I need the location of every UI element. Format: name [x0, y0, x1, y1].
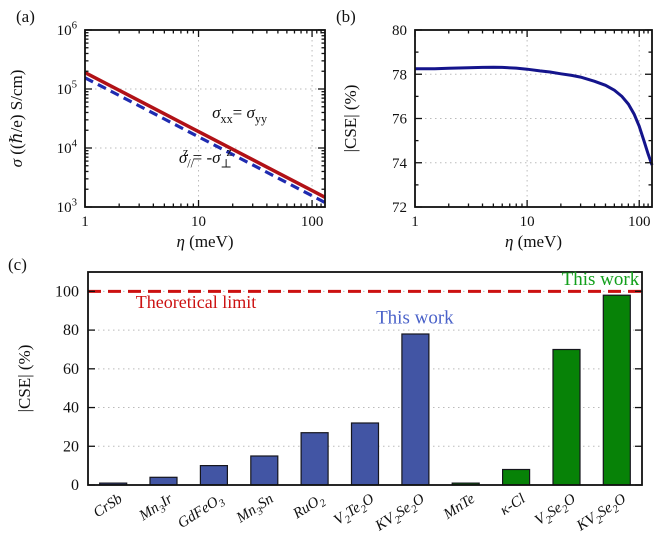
panel-a-plot: σxx= σyy σ//z = -σ⊥z 1 10 100 103 104 105 106 η (… [7, 7, 326, 251]
x-tick-label: 100 [628, 214, 651, 230]
y-tick-label: 74 [392, 156, 408, 172]
bar-RuO2 [300, 432, 329, 486]
panel-label-a: (a) [16, 7, 35, 26]
y-tick-label: 100 [55, 283, 79, 300]
category-label-GdFeO3: GdFeO3 [175, 491, 228, 535]
y-tick-label: 78 [392, 67, 407, 83]
category-label-Mn3Ir: Mn3Ir [136, 491, 178, 527]
category-label-V2Se2O: V2Se2O [532, 491, 580, 532]
bar-V2Se2O [552, 348, 581, 486]
y-tick-label: 80 [63, 322, 79, 339]
category-label-KV2Se2O: KV2Se2O [573, 491, 630, 538]
series-sigma-xx-eq-sigma-yy [84, 71, 326, 199]
y-tick-label: 40 [63, 400, 79, 417]
y-tick-label: 60 [63, 361, 79, 378]
panel-label-c: (c) [8, 255, 27, 274]
panel-c-plot: 0 20 40 60 80 100 CrSb Mn3Ir GdFeO3 Mn3Sn RuO2V2Te… [8, 255, 643, 538]
bar-KV2Se2O [401, 333, 430, 486]
category-label-KV2Se2O: KV2Se2O [372, 491, 429, 538]
x-tick-label: 100 [301, 214, 324, 230]
plot-border [84, 29, 326, 208]
y-tick-label: 80 [392, 23, 407, 39]
x-tick-label: 1 [81, 214, 89, 230]
series-label-sigma-parallel-z-eq-neg-sigma-perp-z: σ//z = -σ⊥z [179, 145, 233, 170]
y-tick-label: 76 [392, 112, 408, 128]
bar-KV2Se2O [602, 294, 631, 486]
x-axis-label: η (meV) [176, 232, 233, 251]
series-cse-vs-eta [415, 65, 654, 166]
y-axis-label: |CSE| (%) [341, 85, 360, 153]
x-axis-label: η (meV) [505, 232, 562, 251]
category-label-V2Te2O: V2Te2O [331, 491, 379, 531]
series-label-sigma-xx-eq-sigma-yy: σxx= σyy [212, 103, 268, 126]
annotation-this-work-2: This work [562, 269, 640, 290]
y-axis-label: |CSE| (%) [15, 345, 34, 413]
bar-κ-Cl [502, 468, 531, 486]
category-label-Mn3Sn: Mn3Sn [233, 491, 278, 530]
bar-GdFeO3 [199, 465, 228, 486]
y-tick-label: 20 [63, 438, 79, 455]
bar-V2Te2O [350, 422, 380, 486]
plot-border [87, 271, 643, 486]
category-label-RuO2: RuO2 [290, 491, 329, 526]
panel-c-cse-bar-chart: 0 20 40 60 80 100 CrSb Mn3Ir GdFeO3 Mn3Sn RuO2V2Te… [8, 255, 643, 538]
panel-b-plot: 1 10 100 72 74 76 78 80 η (meV) |CSE| (%) (b) [336, 7, 654, 251]
category-label-κ-Cl: κ-Cl [497, 491, 528, 519]
panel-b-cse-vs-eta-chart: 1 10 100 72 74 76 78 80 η (meV) |CSE| (%) (b) [336, 7, 654, 251]
panel-a-conductivity-chart: σxx= σyy σ//z = -σ⊥z 1 10 100 103 104 105 106 η (… [7, 7, 326, 251]
y-tick-label: 105 [57, 79, 77, 98]
panel-label-b: (b) [336, 7, 356, 26]
bar-Mn3Sn [250, 455, 279, 486]
bar-Mn3Ir [149, 476, 178, 486]
y-axis-label: σ ((ℏ/e) S/cm) [7, 70, 26, 168]
category-label-CrSb: CrSb [91, 491, 126, 521]
y-tick-label: 103 [57, 197, 77, 216]
y-tick-label: 0 [71, 477, 79, 494]
x-tick-label: 10 [520, 214, 535, 230]
annotation-this-work-1: This work [376, 307, 454, 328]
series-sigma-parallel-z-eq-neg-sigma-perp-z [84, 76, 326, 204]
y-tick-label: 104 [57, 138, 78, 157]
y-tick-label: 106 [57, 20, 78, 39]
x-tick-label: 1 [411, 214, 419, 230]
y-tick-label: 72 [392, 200, 407, 216]
category-label-MnTe: MnTe [440, 491, 478, 523]
annotation-theoretical-limit-0: Theoretical limit [136, 292, 256, 312]
x-tick-label: 10 [191, 214, 206, 230]
